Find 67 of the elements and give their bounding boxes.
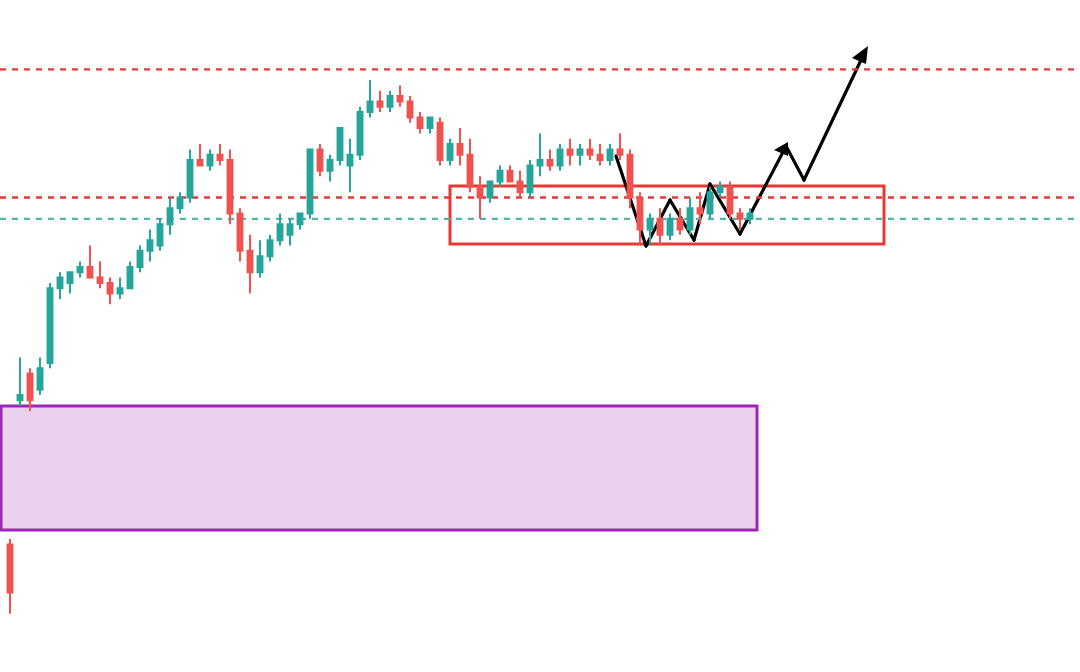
candlestick — [386, 89, 394, 114]
candlestick — [566, 137, 574, 167]
candlestick — [746, 207, 754, 226]
candlestick — [616, 132, 624, 162]
candlestick — [426, 116, 434, 135]
candlestick — [526, 159, 534, 199]
candlestick — [236, 207, 244, 263]
candlestick — [166, 196, 174, 236]
candlestick — [186, 148, 194, 204]
candlestick — [416, 111, 424, 135]
candlestick — [346, 137, 354, 194]
candlestick — [86, 244, 94, 279]
candlestick — [106, 276, 114, 306]
candlestick — [286, 217, 294, 247]
candlestick — [226, 148, 234, 226]
candlestick — [666, 212, 674, 242]
candlestick — [446, 137, 454, 167]
candlestick — [496, 164, 504, 188]
candlestick — [676, 207, 684, 236]
candlestick — [246, 233, 254, 295]
candlestick — [266, 233, 274, 263]
candlestick — [556, 143, 564, 172]
candlestick — [216, 143, 224, 167]
candlestick — [646, 212, 654, 247]
candlestick — [606, 143, 614, 167]
candlestick — [76, 260, 84, 279]
candlestick — [636, 191, 644, 247]
candlestick — [136, 244, 144, 274]
candlestick — [656, 207, 664, 247]
candlestick — [716, 180, 724, 199]
candlestick — [596, 143, 604, 167]
candlestick — [576, 143, 584, 167]
candlestick — [96, 260, 104, 290]
candlestick — [586, 137, 594, 162]
candlestick — [26, 367, 34, 412]
candlestick — [696, 191, 704, 226]
candlestick — [376, 89, 384, 114]
candlestick — [456, 127, 464, 167]
candlestick — [176, 191, 184, 215]
candlestick — [6, 538, 14, 615]
candlestick — [486, 180, 494, 204]
candlestick — [476, 175, 484, 220]
candlestick — [206, 148, 214, 172]
candlestick — [536, 132, 544, 178]
candlestick — [116, 276, 124, 300]
candlestick — [466, 137, 474, 194]
candlestick — [686, 196, 694, 236]
candlestick — [326, 153, 334, 183]
candlestick — [256, 239, 264, 279]
candlestick — [66, 271, 74, 295]
candlestick — [726, 180, 734, 220]
candlestick — [546, 148, 554, 172]
candlestick — [276, 212, 284, 247]
candlestick — [16, 356, 24, 407]
candlestick — [626, 148, 634, 210]
candlestick — [56, 271, 64, 300]
candlestick — [36, 356, 44, 396]
candlestick — [146, 228, 154, 263]
candlestick — [406, 95, 414, 124]
candlestick — [156, 217, 164, 252]
candlestick — [196, 143, 204, 167]
candlestick — [396, 84, 404, 108]
candlestick — [516, 169, 524, 199]
candlestick — [366, 79, 374, 119]
candlestick — [736, 207, 744, 231]
candlestick — [706, 185, 714, 220]
candlestick — [316, 143, 324, 178]
